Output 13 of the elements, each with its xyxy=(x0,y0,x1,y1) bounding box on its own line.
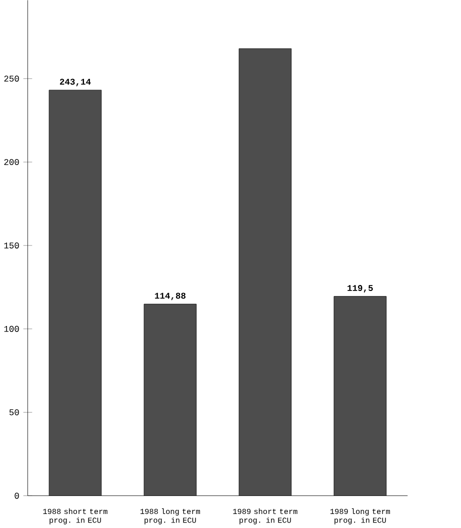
data-label: 119,5 xyxy=(348,285,373,292)
bar xyxy=(49,90,102,496)
y-tick-label: 0 xyxy=(14,492,20,499)
y-tick-label: 200 xyxy=(4,159,20,166)
bar xyxy=(334,296,387,496)
bar xyxy=(144,304,196,496)
data-label: 243,14 xyxy=(60,78,91,86)
y-tick-label: 250 xyxy=(4,76,20,82)
bar xyxy=(239,48,292,496)
y-tick-label: 100 xyxy=(4,326,20,332)
y-tick-label: 150 xyxy=(4,242,20,248)
y-tick-label: 50 xyxy=(10,409,20,416)
data-label: 114,88 xyxy=(155,292,186,300)
